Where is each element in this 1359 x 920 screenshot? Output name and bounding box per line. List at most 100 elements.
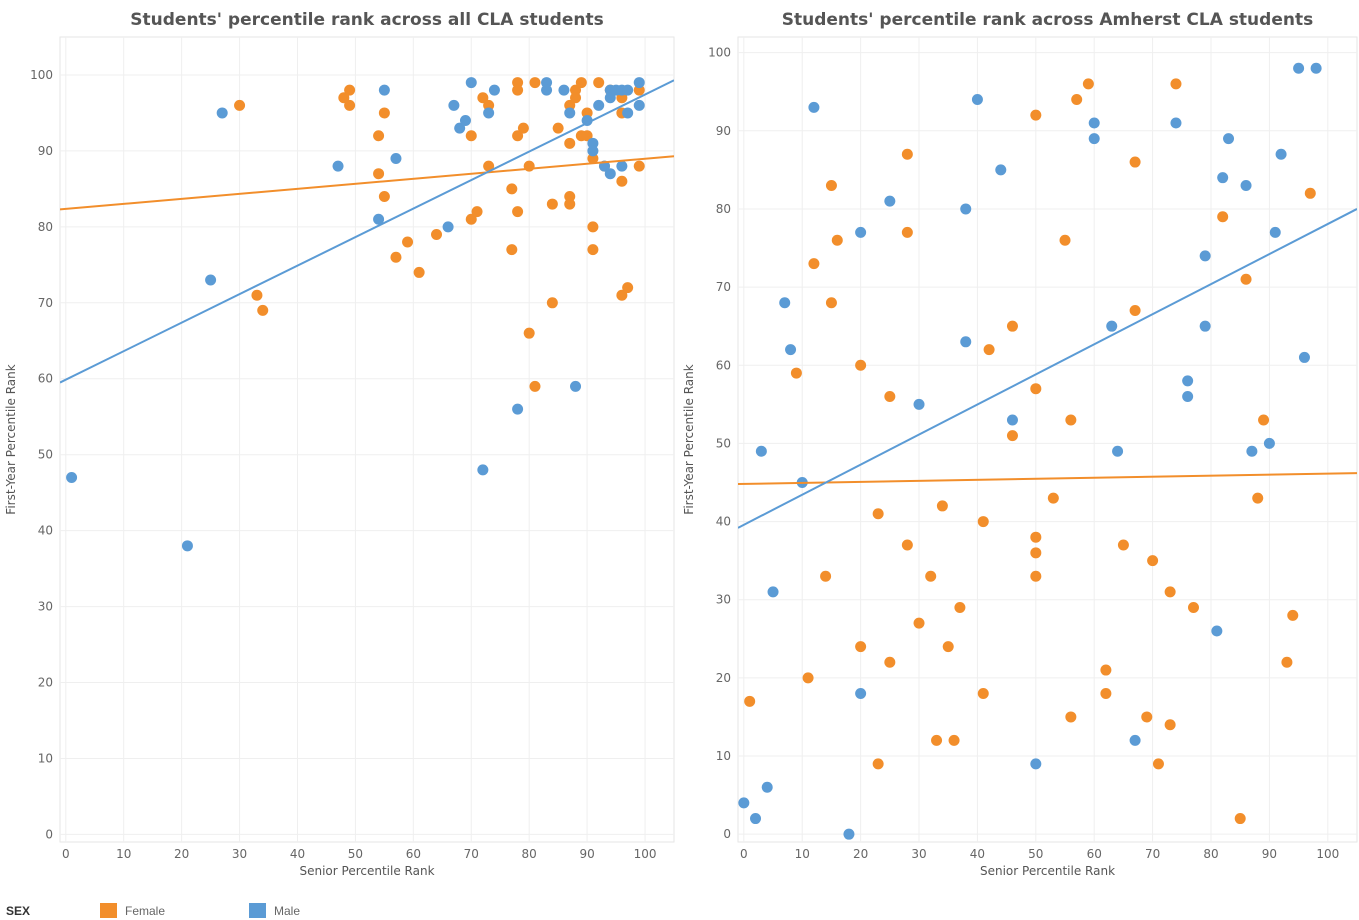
female-point[interactable] (954, 602, 966, 614)
female-point[interactable] (378, 107, 390, 119)
male-point[interactable] (1030, 758, 1042, 770)
female-point[interactable] (1170, 78, 1182, 90)
female-point[interactable] (512, 130, 524, 142)
female-point[interactable] (1164, 586, 1176, 598)
male-point[interactable] (633, 77, 645, 89)
male-point[interactable] (570, 380, 582, 392)
male-point[interactable] (488, 84, 500, 96)
male-point[interactable] (558, 84, 570, 96)
female-point[interactable] (925, 570, 937, 582)
male-point[interactable] (477, 464, 489, 476)
female-point[interactable] (1059, 234, 1071, 246)
female-point[interactable] (1129, 305, 1141, 317)
female-point[interactable] (1258, 414, 1270, 426)
male-point[interactable] (442, 221, 454, 233)
male-point[interactable] (541, 77, 553, 89)
female-point[interactable] (1065, 414, 1077, 426)
female-point[interactable] (1006, 320, 1018, 332)
female-point[interactable] (552, 122, 564, 134)
female-point[interactable] (251, 289, 263, 301)
female-point[interactable] (901, 539, 913, 551)
female-point[interactable] (1065, 711, 1077, 723)
female-point[interactable] (483, 160, 495, 172)
male-point[interactable] (785, 344, 797, 356)
male-point[interactable] (1217, 172, 1229, 184)
female-point[interactable] (234, 99, 246, 111)
male-point[interactable] (181, 540, 193, 552)
male-point[interactable] (512, 403, 524, 415)
female-point[interactable] (506, 183, 518, 195)
legend-item-male[interactable]: Male (249, 903, 300, 918)
female-point[interactable] (936, 500, 948, 512)
male-point[interactable] (855, 688, 867, 700)
female-point[interactable] (1082, 78, 1094, 90)
female-point[interactable] (564, 190, 576, 202)
male-point[interactable] (808, 101, 820, 113)
female-point[interactable] (1240, 273, 1252, 285)
female-point[interactable] (1071, 94, 1083, 106)
female-point[interactable] (1217, 211, 1229, 223)
male-point[interactable] (633, 99, 645, 111)
female-point[interactable] (477, 92, 489, 104)
male-point[interactable] (593, 99, 605, 111)
female-point[interactable] (790, 367, 802, 379)
male-point[interactable] (587, 137, 599, 149)
female-point[interactable] (616, 289, 628, 301)
female-point[interactable] (1147, 555, 1159, 567)
male-point[interactable] (750, 813, 762, 825)
male-point[interactable] (855, 226, 867, 238)
male-point[interactable] (541, 84, 553, 96)
female-point[interactable] (373, 130, 385, 142)
male-point[interactable] (843, 828, 855, 840)
female-point[interactable] (802, 672, 814, 684)
female-point[interactable] (512, 77, 524, 89)
female-point[interactable] (1030, 383, 1042, 395)
male-point[interactable] (390, 153, 402, 165)
female-point[interactable] (1287, 609, 1299, 621)
female-point[interactable] (616, 175, 628, 187)
male-point[interactable] (995, 164, 1007, 176)
female-point[interactable] (977, 516, 989, 528)
male-point[interactable] (465, 77, 477, 89)
male-point[interactable] (332, 160, 344, 172)
female-point[interactable] (1252, 492, 1264, 504)
female-point[interactable] (831, 234, 843, 246)
female-point[interactable] (1141, 711, 1153, 723)
male-point[interactable] (1199, 320, 1211, 332)
male-point[interactable] (761, 781, 773, 793)
male-point[interactable] (1310, 62, 1322, 74)
female-point[interactable] (471, 206, 483, 218)
male-point[interactable] (373, 213, 385, 225)
female-point[interactable] (570, 84, 582, 96)
male-point[interactable] (448, 99, 460, 111)
female-point[interactable] (1187, 602, 1199, 614)
male-point[interactable] (1088, 117, 1100, 129)
female-point[interactable] (390, 251, 402, 263)
female-point[interactable] (983, 344, 995, 356)
female-point[interactable] (977, 688, 989, 700)
male-point[interactable] (1170, 117, 1182, 129)
female-point[interactable] (564, 198, 576, 210)
male-point[interactable] (581, 115, 593, 127)
female-point[interactable] (1281, 656, 1293, 668)
male-point[interactable] (960, 336, 972, 348)
male-point[interactable] (755, 445, 767, 457)
female-point[interactable] (506, 244, 518, 256)
female-point[interactable] (431, 228, 443, 240)
female-point[interactable] (633, 84, 645, 96)
female-point[interactable] (1047, 492, 1059, 504)
female-point[interactable] (483, 99, 495, 111)
male-point[interactable] (1298, 351, 1310, 363)
female-point[interactable] (564, 99, 576, 111)
female-point[interactable] (413, 266, 425, 278)
female-point[interactable] (378, 190, 390, 202)
female-point[interactable] (575, 77, 587, 89)
female-point[interactable] (546, 198, 558, 210)
female-point[interactable] (564, 137, 576, 149)
female-point[interactable] (825, 297, 837, 309)
male-point[interactable] (616, 160, 628, 172)
female-point[interactable] (529, 380, 541, 392)
male-point[interactable] (971, 94, 983, 106)
female-point[interactable] (581, 130, 593, 142)
female-point[interactable] (373, 168, 385, 180)
